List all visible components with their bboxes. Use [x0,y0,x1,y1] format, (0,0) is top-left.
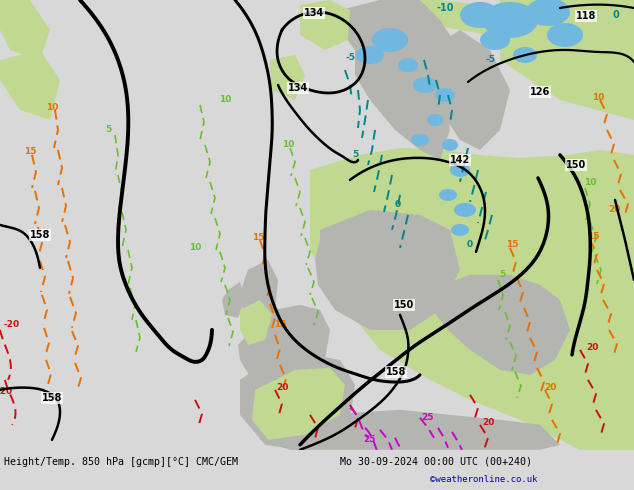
Polygon shape [500,0,634,120]
Text: 20: 20 [276,383,288,392]
Text: 134: 134 [304,8,324,18]
Text: 10: 10 [219,96,231,104]
Text: 118: 118 [576,11,596,21]
Text: 158: 158 [30,230,50,240]
Polygon shape [240,260,278,330]
Polygon shape [430,30,510,150]
Polygon shape [430,275,570,375]
Polygon shape [372,28,408,52]
Text: 158: 158 [42,393,62,403]
Text: 10: 10 [281,141,294,149]
Polygon shape [454,203,476,217]
Polygon shape [315,210,460,330]
Text: 150: 150 [566,160,586,170]
Text: -20: -20 [4,320,20,329]
Text: 15: 15 [252,233,264,243]
Text: 10: 10 [592,94,604,102]
Text: -5: -5 [345,53,355,63]
Polygon shape [260,410,560,450]
Polygon shape [390,0,634,80]
Text: 158: 158 [386,367,406,377]
Text: 134: 134 [288,83,308,93]
Polygon shape [513,47,537,63]
Polygon shape [240,300,272,345]
Polygon shape [460,2,500,28]
Text: Height/Temp. 850 hPa [gcmp][°C] CMC/GEM: Height/Temp. 850 hPa [gcmp][°C] CMC/GEM [4,457,238,467]
Text: 0: 0 [467,241,473,249]
Polygon shape [222,282,245,318]
Polygon shape [310,148,634,450]
Text: ©weatheronline.co.uk: ©weatheronline.co.uk [430,475,538,485]
Text: 20: 20 [586,343,598,352]
Text: 15: 15 [586,232,599,242]
Polygon shape [0,50,60,120]
Polygon shape [442,139,458,151]
Polygon shape [547,23,583,47]
Text: 15: 15 [23,147,36,156]
Polygon shape [450,163,470,177]
Text: 5: 5 [352,150,358,159]
Text: 126: 126 [530,87,550,97]
Polygon shape [340,0,460,110]
Polygon shape [439,189,457,201]
Text: 10: 10 [189,244,201,252]
Polygon shape [427,114,443,126]
Text: -5: -5 [485,55,495,65]
Text: 142: 142 [450,155,470,165]
Polygon shape [0,0,50,60]
Polygon shape [480,30,510,50]
Text: 15: 15 [506,241,518,249]
Text: 20: 20 [608,205,620,215]
Polygon shape [270,55,305,100]
Text: -10: -10 [436,3,454,13]
Text: 5: 5 [499,270,505,279]
Text: 20: 20 [482,418,494,427]
Text: -20: -20 [0,387,13,396]
Polygon shape [435,88,455,102]
Polygon shape [526,0,570,26]
Text: 25: 25 [364,435,376,444]
Polygon shape [356,46,384,64]
Polygon shape [451,224,469,236]
Text: 10: 10 [584,178,596,188]
Text: 0: 0 [395,200,401,209]
Text: 10: 10 [46,103,58,113]
Polygon shape [300,0,350,50]
Polygon shape [252,368,345,440]
Polygon shape [238,305,330,400]
Polygon shape [240,355,355,450]
Polygon shape [355,30,450,160]
Polygon shape [398,58,418,72]
Text: 5: 5 [105,125,111,134]
Text: 0: 0 [612,10,619,20]
Text: 20: 20 [544,383,556,392]
Text: Mo 30-09-2024 00:00 UTC (00+240): Mo 30-09-2024 00:00 UTC (00+240) [340,457,532,467]
Text: 15: 15 [274,320,286,329]
Polygon shape [482,2,538,38]
Polygon shape [411,134,429,146]
Polygon shape [413,77,437,93]
Text: 25: 25 [422,414,434,422]
Text: 150: 150 [394,300,414,310]
